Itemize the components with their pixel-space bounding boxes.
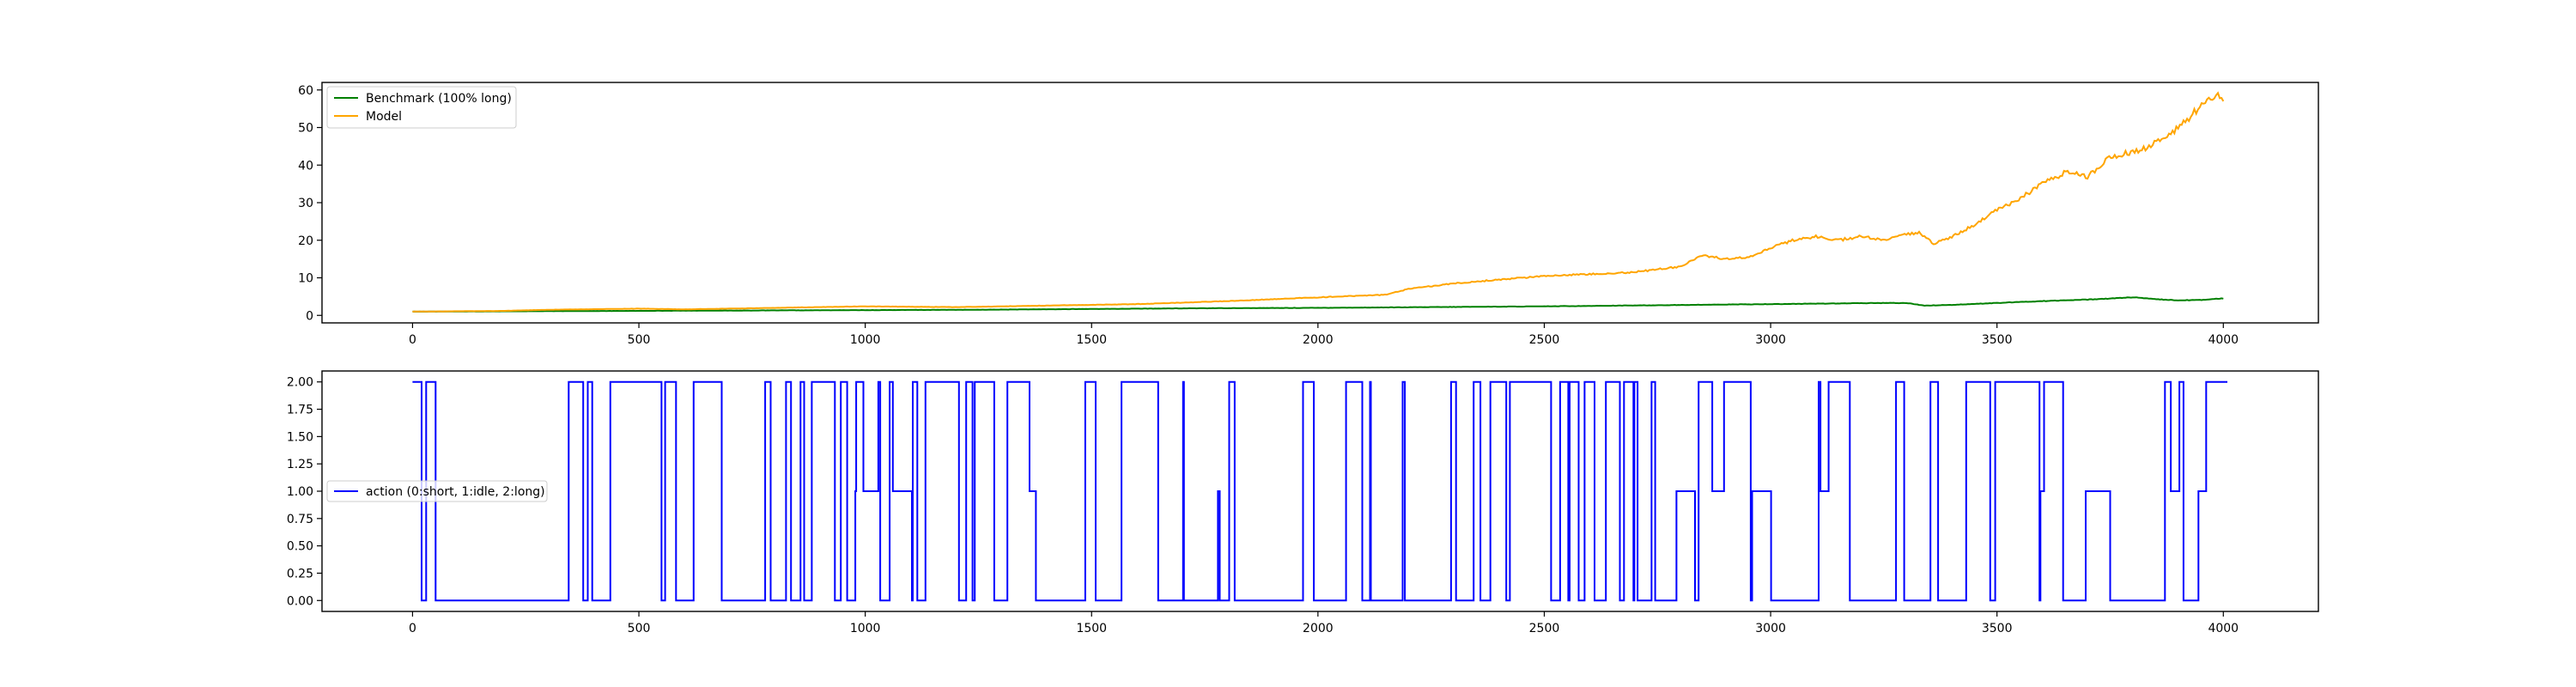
x-tick-label: 2000 [1303,333,1334,347]
y-tick-label: 1.25 [287,458,313,471]
x-tick-label: 3000 [1755,622,1786,635]
y-tick-label: 2.00 [287,376,313,390]
top-legend: Benchmark (100% long) Model [326,86,517,129]
bottom-legend-box [326,480,548,502]
y-tick-label: 50 [298,122,313,136]
y-tick-label: 1.75 [287,404,313,417]
y-tick-label: 10 [298,272,313,286]
y-tick-label: 0 [306,309,313,323]
x-tick-label: 0 [409,333,416,347]
x-tick-label: 2000 [1303,622,1334,635]
x-tick-label: 4000 [2208,622,2239,635]
y-tick-label: 40 [298,159,313,173]
y-tick-label: 20 [298,234,313,248]
top-series-lines [412,91,2225,313]
benchmark-model-chart: 0 500 1000 1500 2000 2500 3000 3500 4000 0 10 20 30 4… [298,82,2319,347]
y-tick-label: 0.75 [287,513,313,526]
y-tick-label: 0.25 [287,567,313,581]
y-tick-label: 30 [298,197,313,210]
bottom-axes-ticks: 0 500 1000 1500 2000 2500 3000 3500 4000 0.00 0.25… [287,376,2239,635]
series-line-model [412,91,2225,313]
series-line-action [412,380,2227,602]
top-axes-ticks: 0 500 1000 1500 2000 2500 3000 3500 4000 0 10 20 30 4… [298,84,2239,347]
x-tick-label: 1500 [1076,622,1107,635]
x-tick-label: 3000 [1755,333,1786,347]
bottom-legend: action (0:short, 1:idle, 2:long) [326,480,548,502]
y-tick-label: 0.50 [287,540,313,554]
bottom-series-lines [412,380,2227,602]
action-chart: 0 500 1000 1500 2000 2500 3000 3500 4000 0.00 0.25… [287,370,2319,635]
y-tick-label: 60 [298,84,313,98]
y-tick-label: 1.50 [287,430,313,444]
x-tick-label: 3500 [1982,622,2013,635]
x-tick-label: 3500 [1982,333,2013,347]
y-tick-label: 1.00 [287,485,313,499]
x-tick-label: 0 [409,622,416,635]
x-tick-label: 1000 [850,622,881,635]
legend-label-benchmark: Benchmark (100% long) [366,92,512,106]
y-tick-label: 0.00 [287,594,313,608]
x-tick-label: 500 [628,333,651,347]
top-legend-box [326,86,517,129]
series-line-benchmark [412,296,2224,313]
x-tick-label: 500 [628,622,651,635]
x-tick-label: 2500 [1529,333,1560,347]
x-tick-label: 1000 [850,333,881,347]
legend-label-model: Model [366,110,402,124]
x-tick-label: 1500 [1076,333,1107,347]
legend-label-action: action (0:short, 1:idle, 2:long) [366,485,545,499]
x-tick-label: 4000 [2208,333,2239,347]
x-tick-label: 2500 [1529,622,1560,635]
